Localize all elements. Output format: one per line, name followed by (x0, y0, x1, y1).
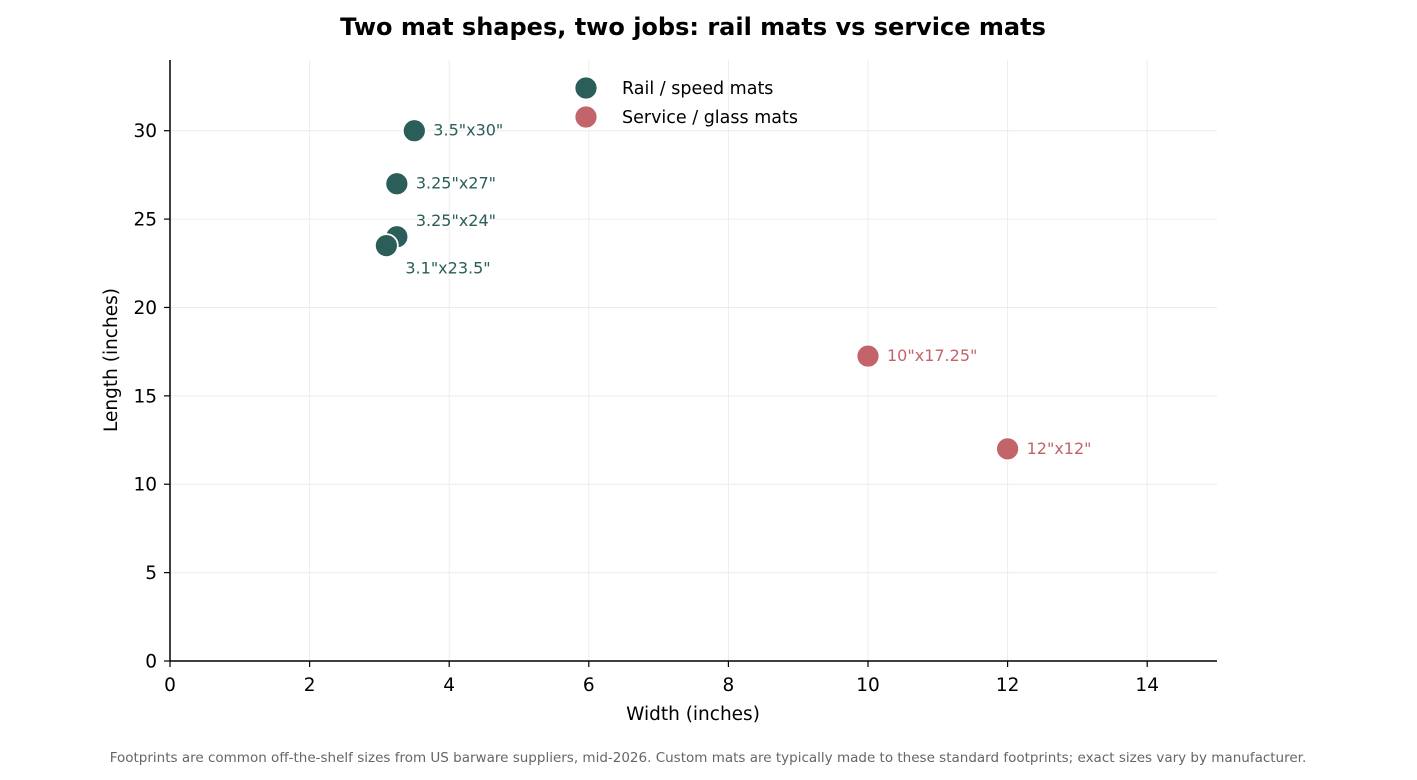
y-tick-label: 0 (145, 652, 157, 673)
grid (170, 60, 1217, 661)
data-point (384, 171, 410, 197)
legend-marker (573, 75, 599, 101)
x-ticks: 0 2 4 6 8 10 12 14 (164, 661, 1159, 696)
y-tick-label: 10 (133, 475, 157, 496)
x-tick-label: 4 (443, 675, 455, 696)
x-tick-label: 12 (996, 675, 1020, 696)
y-axis-label: Length (inches) (101, 288, 122, 432)
y-tick-label: 15 (133, 386, 157, 407)
footnote: Footprints are common off-the-shelf size… (110, 750, 1307, 766)
point-label: 12"x12" (1027, 439, 1092, 458)
point-label: 3.1"x23.5" (405, 259, 490, 278)
y-tick-label: 25 (133, 210, 157, 231)
legend: Rail / speed mats Service / glass mats (573, 75, 798, 130)
y-tick-label: 30 (133, 121, 157, 142)
legend-marker (573, 104, 599, 130)
x-tick-label: 2 (304, 675, 316, 696)
x-tick-label: 6 (583, 675, 595, 696)
point-label: 3.25"x27" (416, 174, 496, 193)
point-label: 3.5"x30" (433, 121, 503, 140)
y-ticks: 0 5 10 15 20 25 30 (133, 121, 170, 673)
data-point (373, 233, 399, 259)
x-tick-label: 8 (723, 675, 735, 696)
data-point (401, 118, 427, 144)
y-tick-label: 20 (133, 298, 157, 319)
data-point (995, 436, 1020, 462)
point-label: 10"x17.25" (887, 346, 977, 365)
chart-title: Two mat shapes, two jobs: rail mats vs s… (340, 13, 1046, 41)
x-axis-label: Width (inches) (626, 704, 760, 725)
axes (169, 60, 1217, 662)
x-tick-label: 0 (164, 675, 176, 696)
point-label: 3.25"x24" (416, 211, 496, 230)
data-point (855, 343, 881, 369)
x-tick-label: 10 (856, 675, 880, 696)
x-tick-label: 14 (1135, 675, 1159, 696)
legend-label: Rail / speed mats (622, 79, 773, 99)
legend-label: Service / glass mats (622, 108, 798, 128)
y-tick-label: 5 (145, 563, 157, 584)
data-points: 3.5"x30" 3.25"x27" 3.25"x24" 3.1"x23.5" 10"x… (373, 118, 1092, 462)
